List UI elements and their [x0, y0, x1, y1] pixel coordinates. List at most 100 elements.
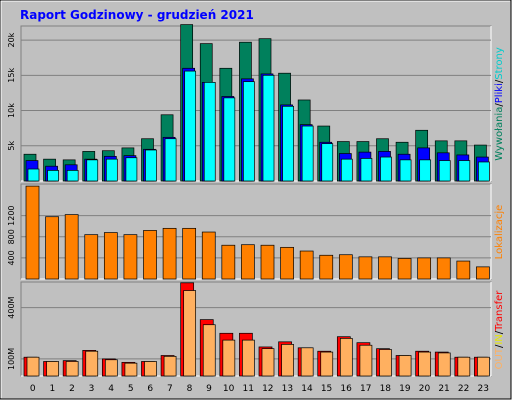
legend-part: OUT — [494, 347, 505, 369]
x-tick-label: 23 — [477, 384, 488, 394]
x-tick-label: 4 — [108, 384, 114, 394]
bar-transfer-out-23 — [477, 356, 490, 377]
x-tick-label: 1 — [50, 384, 56, 394]
bar-transfer-out-17 — [359, 344, 373, 377]
y-tick-label: 100M — [7, 348, 16, 370]
panel-frame — [20, 183, 492, 280]
legend-part: IN — [494, 334, 505, 344]
bar-transfer-out-22 — [457, 356, 471, 377]
bar-sites-23 — [476, 266, 490, 280]
bar-sites-8 — [182, 227, 197, 280]
bar-strony-12 — [262, 74, 275, 182]
x-tick-label: 5 — [128, 384, 134, 394]
x-tick-label: 13 — [282, 384, 293, 394]
x-tick-label: 16 — [340, 384, 352, 394]
x-tick-label: 8 — [187, 384, 193, 394]
bar-transfer-out-9 — [202, 324, 216, 377]
bar-transfer-out-10 — [222, 339, 236, 377]
bar-sites-0 — [25, 185, 40, 280]
legend-part: Transfer — [494, 290, 505, 332]
bar-sites-21 — [436, 257, 451, 280]
y-tick-label: 5k — [7, 141, 16, 151]
bar-transfer-out-4 — [104, 359, 118, 377]
bar-strony-18 — [380, 156, 392, 182]
bar-transfer-out-21 — [437, 352, 451, 377]
bar-transfer-out-11 — [242, 339, 255, 377]
legend-part: Strony — [494, 47, 505, 80]
bar-strony-10 — [223, 97, 236, 182]
bar-strony-22 — [458, 160, 471, 182]
x-tick-label: 6 — [147, 384, 153, 394]
y-tick-label: 400 — [7, 250, 16, 265]
bar-strony-19 — [399, 159, 412, 182]
bar-sites-3 — [84, 234, 99, 280]
bar-transfer-out-3 — [85, 350, 99, 377]
x-tick-label: 21 — [438, 384, 449, 394]
bar-sites-19 — [397, 258, 412, 280]
bar-transfer-out-8 — [183, 290, 197, 377]
bar-sites-20 — [417, 257, 432, 280]
bar-strony-9 — [203, 82, 216, 182]
bar-sites-11 — [241, 244, 255, 280]
bar-strony-20 — [419, 159, 432, 182]
x-tick-label: 3 — [89, 384, 95, 394]
bar-strony-16 — [340, 158, 353, 182]
bar-strony-11 — [243, 81, 255, 182]
bar-strony-0 — [27, 168, 40, 182]
bar-transfer-out-7 — [163, 355, 177, 377]
legend-bottom: OUT/IN/Transfer — [494, 290, 505, 370]
bar-sites-5 — [123, 234, 138, 280]
bar-strony-17 — [360, 158, 373, 182]
y-tick-label: 1200 — [7, 205, 16, 225]
y-tick-label: 15k — [7, 68, 16, 83]
bar-sites-17 — [358, 256, 373, 280]
x-tick-label: 0 — [30, 384, 36, 394]
bar-sites-13 — [280, 246, 294, 280]
bar-strony-21 — [438, 160, 451, 182]
bar-transfer-out-16 — [339, 338, 353, 377]
x-tick-label: 14 — [301, 384, 313, 394]
bar-transfer-out-20 — [418, 351, 432, 377]
legend-part: Lokalizacje — [494, 205, 505, 260]
x-tick-label: 17 — [360, 384, 371, 394]
bar-transfer-out-5 — [124, 362, 138, 377]
x-tick-label: 19 — [399, 384, 411, 394]
bar-strony-23 — [478, 161, 490, 182]
bar-transfer-out-0 — [26, 356, 40, 377]
x-tick-label: 18 — [380, 384, 392, 394]
bar-strony-13 — [282, 105, 294, 182]
bar-transfer-out-15 — [320, 351, 334, 377]
x-tick-label: 7 — [167, 384, 173, 394]
bar-sites-14 — [299, 250, 314, 280]
bar-sites-15 — [319, 254, 334, 280]
bar-strony-14 — [301, 125, 314, 182]
legend-part: Wywołania — [494, 107, 505, 161]
panel-sites: 400 800 1200 — [7, 183, 492, 280]
chart-title: Raport Godzinowy - grudzień 2021 — [20, 8, 254, 22]
bar-transfer-out-2 — [65, 361, 79, 377]
bar-sites-6 — [143, 230, 157, 280]
legend-middle: Lokalizacje — [494, 205, 505, 260]
panel-frame — [20, 281, 492, 377]
bar-strony-3 — [86, 159, 99, 182]
x-tick-label: 15 — [321, 384, 332, 394]
bar-sites-4 — [103, 232, 118, 280]
bar-transfer-out-1 — [46, 361, 59, 377]
legend-part: / — [494, 79, 505, 83]
bar-strony-8 — [184, 70, 197, 182]
x-tick-label: 9 — [206, 384, 212, 394]
panel-frame — [20, 25, 492, 182]
bar-strony-1 — [47, 170, 59, 182]
x-tick-label: 11 — [242, 384, 253, 394]
bar-sites-2 — [64, 214, 79, 280]
x-tick-label: 2 — [69, 384, 75, 394]
bar-sites-10 — [221, 244, 236, 280]
y-tick-label: 10k — [7, 103, 16, 118]
x-tick-label: 20 — [419, 384, 431, 394]
bar-transfer-out-19 — [398, 355, 412, 377]
bar-transfer-out-14 — [300, 347, 314, 377]
bar-transfer-out-13 — [281, 344, 294, 377]
legend-part: / — [494, 103, 505, 107]
bar-strony-6 — [145, 149, 157, 182]
